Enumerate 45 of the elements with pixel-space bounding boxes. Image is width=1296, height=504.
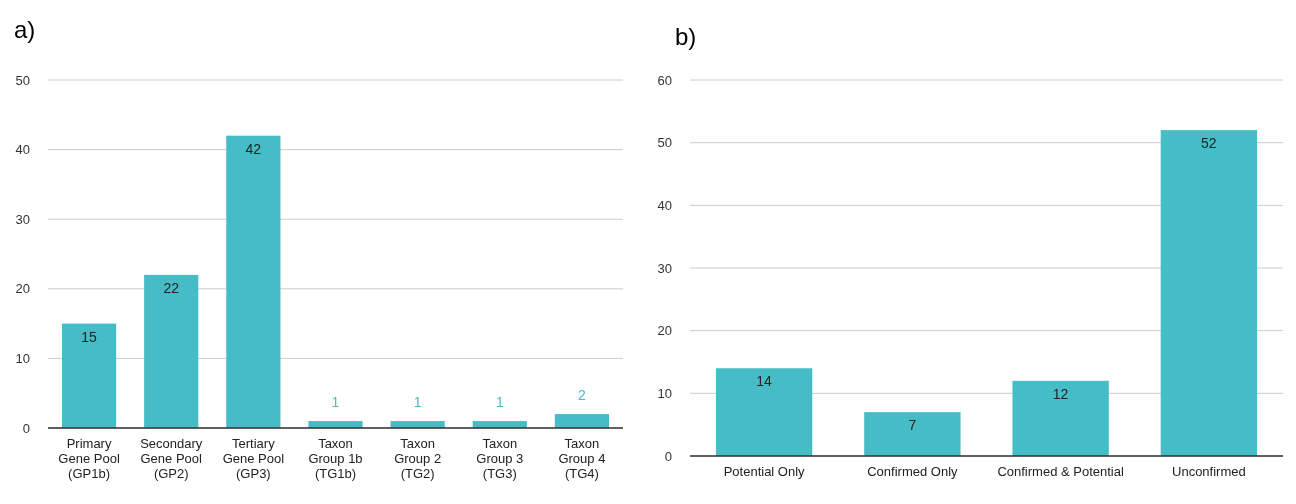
y-tick-label: 50 — [657, 135, 672, 151]
data-label: 2 — [578, 387, 587, 404]
data-label: 7 — [908, 417, 917, 434]
bar — [226, 135, 281, 428]
x-tick-label: Secondary Gene Pool (GP2) — [140, 436, 203, 481]
x-tick-label: Potential Only — [723, 464, 806, 479]
y-tick-label: 50 — [15, 72, 30, 88]
y-tick-label: 30 — [657, 260, 672, 276]
x-tick-label: Taxon Group 1b (TG1b) — [308, 436, 363, 481]
data-label: 14 — [756, 373, 773, 390]
bar — [1012, 380, 1109, 456]
data-label: 1 — [331, 394, 340, 411]
x-tick-label: Unconfirmed — [1172, 464, 1246, 479]
data-label: 22 — [163, 279, 180, 296]
data-label: 1 — [413, 394, 422, 411]
bar — [61, 323, 117, 428]
bar — [864, 412, 961, 456]
data-label: 1 — [495, 394, 504, 411]
y-tick-label: 40 — [657, 197, 672, 213]
y-tick-label: 10 — [15, 350, 30, 366]
y-tick-label: 30 — [15, 211, 30, 227]
y-tick-label: 0 — [664, 448, 672, 464]
x-tick-label: Taxon Group 4 (TG4) — [558, 436, 606, 481]
x-tick-label: Confirmed & Potential — [997, 464, 1124, 479]
y-tick-label: 20 — [15, 281, 30, 297]
data-label: 15 — [81, 328, 98, 345]
y-tick-label: 10 — [657, 385, 672, 401]
chart-title: b) — [675, 23, 697, 50]
y-tick-label: 40 — [15, 142, 30, 158]
x-tick-label: Taxon Group 3 (TG3) — [476, 436, 524, 481]
chart-title: a) — [14, 16, 36, 43]
data-label: 12 — [1052, 385, 1069, 402]
bar — [715, 368, 813, 456]
x-tick-label: Primary Gene Pool (GP1b) — [58, 436, 120, 481]
x-tick-label: Tertiary Gene Pool (GP3) — [222, 436, 285, 481]
bar — [1160, 130, 1258, 456]
y-tick-label: 20 — [657, 323, 672, 339]
data-label: 52 — [1201, 135, 1217, 152]
bar — [144, 274, 199, 428]
data-label: 42 — [245, 140, 262, 157]
y-tick-label: 60 — [657, 72, 672, 88]
bar — [554, 414, 610, 428]
x-tick-label: Confirmed Only — [867, 464, 959, 479]
x-tick-label: Taxon Group 2 (TG2) — [394, 436, 442, 481]
y-tick-label: 0 — [22, 420, 30, 436]
